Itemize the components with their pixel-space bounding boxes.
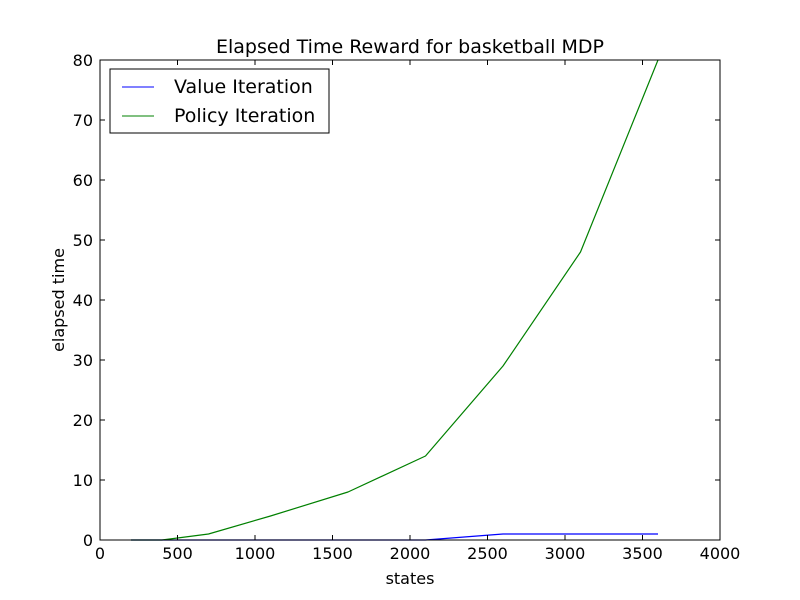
y-tick-label: 70 [73,111,93,130]
y-tick-label: 10 [73,471,93,490]
x-tick-label: 1000 [235,544,276,563]
y-tick-label: 20 [73,411,93,430]
legend: Value Iteration Policy Iteration [109,68,330,134]
legend-label-value-iteration: Value Iteration [174,76,313,98]
x-tick-label: 1500 [312,544,353,563]
y-tick-label: 0 [83,531,93,550]
legend-box [109,68,330,134]
x-tick-label: 4000 [700,544,741,563]
y-axis-label: elapsed time [49,248,68,352]
x-tick-label: 2500 [467,544,508,563]
y-tick-label: 30 [73,351,93,370]
ticks-layer: 0 500 1000 1500 2000 2500 3000 3500 4000 0 10 20 30 4… [73,51,741,563]
y-tick-label: 40 [73,291,93,310]
x-tick-label: 2000 [390,544,431,563]
y-tick-label: 80 [73,51,93,70]
x-tick-label: 3500 [622,544,663,563]
chart-title: Elapsed Time Reward for basketball MDP [216,36,604,58]
y-tick-label: 50 [73,231,93,250]
x-axis-label: states [386,569,435,588]
legend-label-policy-iteration: Policy Iteration [174,105,315,127]
y-tick-label: 60 [73,171,93,190]
x-tick-label: 0 [95,544,105,563]
x-tick-label: 3000 [545,544,586,563]
x-tick-label: 500 [162,544,193,563]
